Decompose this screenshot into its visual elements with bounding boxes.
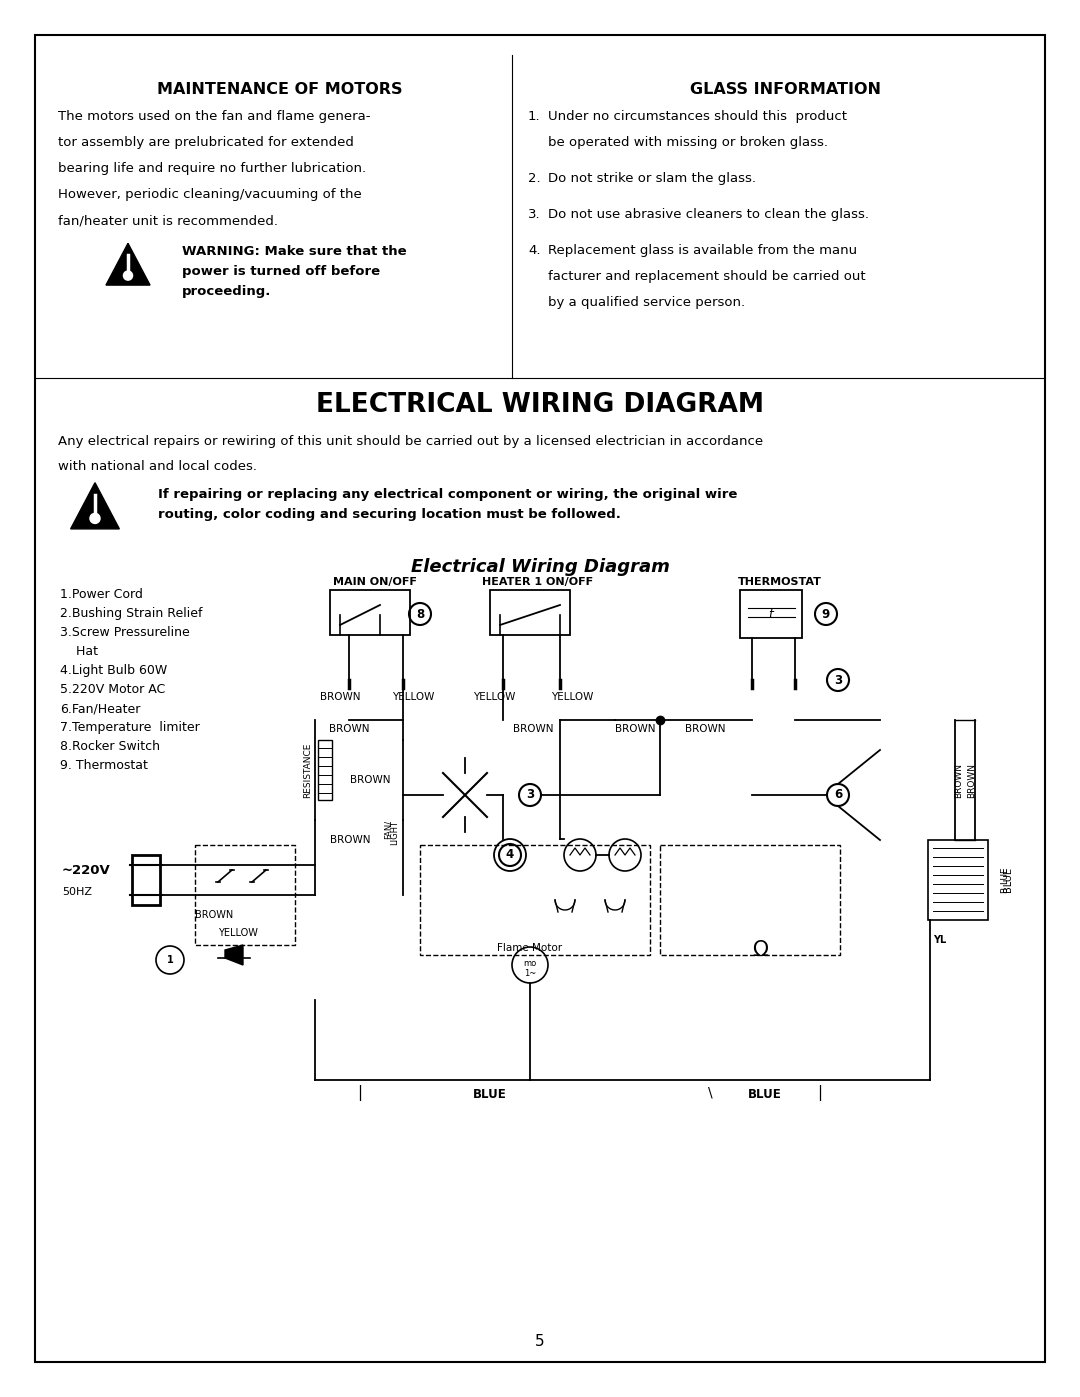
Text: mo: mo: [524, 958, 537, 968]
Text: \: \: [707, 1085, 713, 1099]
Polygon shape: [70, 483, 120, 529]
Text: THERMOSTAT: THERMOSTAT: [738, 577, 822, 587]
Text: Do not use abrasive cleaners to clean the glass.: Do not use abrasive cleaners to clean th…: [548, 208, 869, 221]
Text: |: |: [818, 1085, 823, 1101]
FancyBboxPatch shape: [132, 855, 160, 905]
Text: 3: 3: [834, 673, 842, 686]
Text: 4.Light Bulb 60W: 4.Light Bulb 60W: [60, 664, 167, 678]
Polygon shape: [106, 243, 150, 285]
Text: BROWN: BROWN: [350, 775, 390, 785]
Text: 8.Rocker Switch: 8.Rocker Switch: [60, 740, 160, 753]
Polygon shape: [225, 944, 243, 965]
Text: BLUE: BLUE: [748, 1088, 782, 1101]
FancyBboxPatch shape: [318, 740, 332, 800]
Text: 1.Power Cord: 1.Power Cord: [60, 588, 143, 601]
FancyBboxPatch shape: [35, 35, 1045, 1362]
Text: 50HZ: 50HZ: [62, 887, 92, 897]
Text: fan/heater unit is recommended.: fan/heater unit is recommended.: [58, 214, 278, 226]
Text: Any electrical repairs or rewiring of this unit should be carried out by a licen: Any electrical repairs or rewiring of th…: [58, 434, 764, 448]
Text: B LUE: B LUE: [1000, 868, 1010, 893]
FancyBboxPatch shape: [928, 840, 988, 921]
Text: |: |: [357, 1085, 363, 1101]
Text: with national and local codes.: with national and local codes.: [58, 460, 257, 474]
Text: YELLOW: YELLOW: [392, 692, 434, 703]
FancyBboxPatch shape: [330, 590, 410, 636]
Text: Flame Motor: Flame Motor: [498, 943, 563, 953]
Text: 1: 1: [166, 956, 174, 965]
Text: BLUE: BLUE: [473, 1088, 507, 1101]
Text: The motors used on the fan and flame genera-: The motors used on the fan and flame gen…: [58, 110, 370, 123]
Text: 4.: 4.: [528, 244, 540, 257]
Text: If repairing or replacing any electrical component or wiring, the original wire
: If repairing or replacing any electrical…: [158, 488, 738, 521]
Text: ~220V: ~220V: [62, 863, 111, 876]
Text: by a qualified service person.: by a qualified service person.: [548, 296, 745, 309]
Text: 9: 9: [822, 608, 831, 620]
Text: BLUE: BLUE: [1003, 868, 1013, 893]
Text: t: t: [769, 608, 773, 620]
Text: 2.Bushing Strain Relief: 2.Bushing Strain Relief: [60, 608, 203, 620]
Text: 2.: 2.: [528, 172, 541, 184]
Text: 8: 8: [416, 608, 424, 620]
Circle shape: [123, 271, 133, 281]
Text: BROWN: BROWN: [955, 763, 963, 798]
Text: BROWN: BROWN: [328, 724, 369, 733]
Text: BROWN: BROWN: [615, 724, 656, 733]
Text: 3.: 3.: [528, 208, 541, 221]
Text: BROWN: BROWN: [320, 692, 361, 703]
Text: GLASS INFORMATION: GLASS INFORMATION: [689, 82, 880, 96]
Text: 5.220V Motor AC: 5.220V Motor AC: [60, 683, 165, 696]
Text: Under no circumstances should this  product: Under no circumstances should this produ…: [548, 110, 847, 123]
Text: 9. Thermostat: 9. Thermostat: [60, 759, 148, 773]
FancyBboxPatch shape: [740, 590, 802, 638]
Text: HEATER 1 ON/OFF: HEATER 1 ON/OFF: [483, 577, 594, 587]
Text: FAN/: FAN/: [383, 820, 392, 840]
Text: LIGHT: LIGHT: [391, 820, 400, 845]
Text: YL: YL: [933, 935, 947, 944]
Text: YELLOW: YELLOW: [473, 692, 515, 703]
Text: Electrical Wiring Diagram: Electrical Wiring Diagram: [410, 557, 670, 576]
Text: BROWN: BROWN: [195, 909, 233, 921]
Text: Hat: Hat: [60, 645, 98, 658]
Text: ELECTRICAL WIRING DIAGRAM: ELECTRICAL WIRING DIAGRAM: [316, 393, 764, 418]
Text: 1.: 1.: [528, 110, 541, 123]
Text: RESISTANCE: RESISTANCE: [303, 742, 312, 798]
Text: 3.Screw Pressureline: 3.Screw Pressureline: [60, 626, 190, 638]
Text: BROWN: BROWN: [329, 835, 370, 845]
Text: bearing life and require no further lubrication.: bearing life and require no further lubr…: [58, 162, 366, 175]
Text: Replacement glass is available from the manu: Replacement glass is available from the …: [548, 244, 858, 257]
Text: BROWN: BROWN: [968, 763, 976, 798]
Text: MAINTENANCE OF MOTORS: MAINTENANCE OF MOTORS: [158, 82, 403, 96]
Text: BROWN: BROWN: [513, 724, 553, 733]
Text: 4: 4: [505, 848, 514, 862]
Circle shape: [90, 513, 100, 524]
FancyBboxPatch shape: [490, 590, 570, 636]
Text: MAIN ON/OFF: MAIN ON/OFF: [333, 577, 417, 587]
Text: 6: 6: [834, 788, 842, 802]
Text: Do not strike or slam the glass.: Do not strike or slam the glass.: [548, 172, 756, 184]
Text: tor assembly are prelubricated for extended: tor assembly are prelubricated for exten…: [58, 136, 354, 149]
Text: be operated with missing or broken glass.: be operated with missing or broken glass…: [548, 136, 828, 149]
Text: 6.Fan/Heater: 6.Fan/Heater: [60, 703, 140, 715]
Text: However, periodic cleaning/vacuuming of the: However, periodic cleaning/vacuuming of …: [58, 189, 362, 201]
Text: 1~: 1~: [524, 970, 536, 978]
Text: BROWN: BROWN: [685, 724, 726, 733]
Text: Ω: Ω: [752, 940, 768, 960]
Text: facturer and replacement should be carried out: facturer and replacement should be carri…: [548, 270, 866, 284]
Text: YELLOW: YELLOW: [218, 928, 258, 937]
Text: 7.Temperature  limiter: 7.Temperature limiter: [60, 721, 200, 733]
Text: WARNING: Make sure that the
power is turned off before
proceeding.: WARNING: Make sure that the power is tur…: [183, 244, 407, 298]
Text: 3: 3: [526, 788, 535, 802]
Text: 5: 5: [536, 1334, 544, 1350]
Text: YELLOW: YELLOW: [551, 692, 593, 703]
